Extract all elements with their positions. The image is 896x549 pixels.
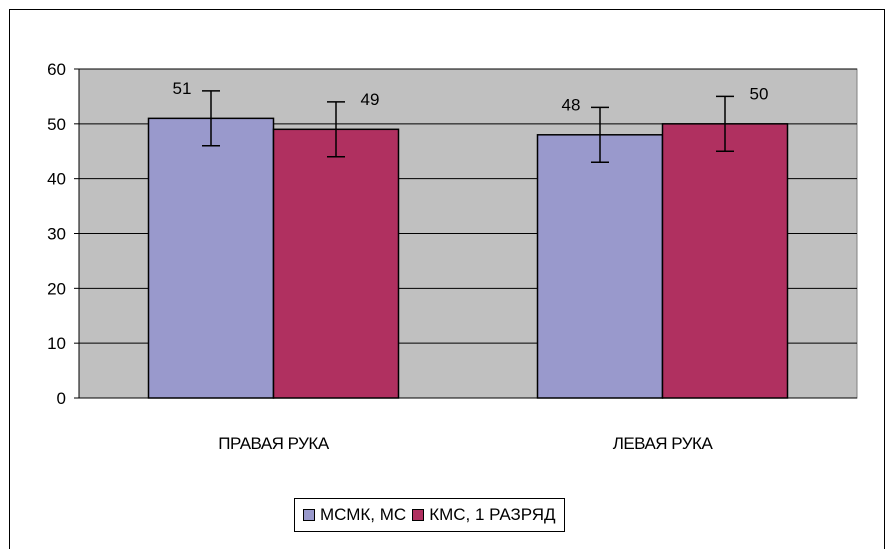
bar bbox=[147, 117, 275, 399]
y-tick-label: 30 bbox=[47, 225, 66, 244]
legend-label: КМС, 1 РАЗРЯД bbox=[429, 505, 556, 524]
x-category-label: ПРАВАЯ РУКА bbox=[218, 434, 330, 453]
y-tick-label: 50 bbox=[47, 115, 66, 134]
legend: МСМК, МС КМС, 1 РАЗРЯД bbox=[294, 498, 565, 532]
y-tick-label: 60 bbox=[47, 60, 66, 79]
data-label: 50 bbox=[750, 84, 769, 103]
legend-swatch bbox=[412, 509, 425, 521]
legend-item-series-2: КМС, 1 РАЗРЯД bbox=[412, 505, 556, 525]
bar bbox=[272, 128, 400, 399]
x-category-label: ЛЕВАЯ РУКА bbox=[613, 434, 714, 453]
bar bbox=[661, 123, 789, 399]
data-label: 51 bbox=[173, 79, 192, 98]
y-tick-label: 0 bbox=[57, 389, 66, 408]
data-label: 49 bbox=[361, 90, 380, 109]
y-tick-label: 10 bbox=[47, 334, 66, 353]
y-tick-label: 20 bbox=[47, 279, 66, 298]
y-tick-label: 40 bbox=[47, 170, 66, 189]
legend-label: МСМК, МС bbox=[320, 505, 407, 524]
legend-item-series-1: МСМК, МС bbox=[303, 505, 406, 525]
bar bbox=[536, 134, 664, 399]
legend-swatch bbox=[303, 509, 315, 521]
plot-area: 0 10 20 30 40 50 60 51 49 ПРАВАЯ РУКА 48 50 ЛЕВАЯ РУ… bbox=[47, 60, 858, 453]
data-label: 48 bbox=[562, 95, 581, 114]
